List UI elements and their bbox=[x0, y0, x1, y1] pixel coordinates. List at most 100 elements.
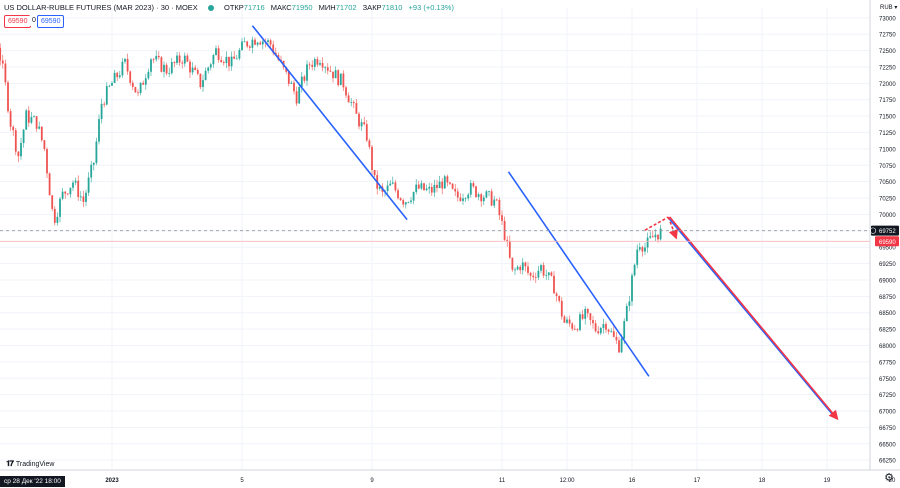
trend-line-red-4 bbox=[644, 216, 669, 231]
high-value: 71950 bbox=[291, 3, 313, 12]
price-tick-label: 67250 bbox=[879, 393, 896, 399]
low-label: МИН bbox=[318, 3, 336, 12]
candle-down bbox=[563, 316, 566, 323]
candle-down bbox=[77, 180, 80, 197]
candle-up bbox=[241, 41, 243, 51]
candle-down bbox=[594, 323, 597, 332]
candle-down bbox=[430, 186, 433, 193]
candle-down bbox=[337, 70, 340, 86]
settings-gear-icon[interactable]: ⚙ bbox=[884, 472, 894, 484]
candle-down bbox=[222, 62, 225, 64]
candle-up bbox=[415, 184, 418, 192]
price-tick-label: 66750 bbox=[879, 426, 896, 432]
price-tick-label: 72500 bbox=[879, 49, 896, 55]
candle-down bbox=[287, 71, 290, 84]
candle-up bbox=[537, 270, 540, 278]
candle-down bbox=[560, 300, 563, 317]
candle-up bbox=[412, 191, 415, 201]
candle-down bbox=[332, 71, 334, 79]
candle-up bbox=[407, 202, 410, 203]
candle-up bbox=[298, 87, 301, 104]
candle-down bbox=[4, 63, 7, 83]
candle-down bbox=[178, 55, 181, 63]
candle-up bbox=[74, 180, 77, 183]
candle-down bbox=[373, 169, 376, 176]
price-tick-label: 70750 bbox=[879, 164, 896, 170]
time-tick-label: 12:00 bbox=[559, 478, 575, 484]
candle-up bbox=[404, 202, 407, 205]
candle-up bbox=[300, 76, 303, 88]
candle-down bbox=[529, 272, 532, 276]
candle-up bbox=[644, 247, 646, 252]
price-tick-label: 67000 bbox=[879, 410, 896, 416]
candle-up bbox=[212, 55, 215, 65]
time-tick-label: 5 bbox=[240, 478, 244, 484]
open-label: ОТКР bbox=[223, 3, 244, 12]
candle-down bbox=[14, 130, 17, 152]
buy-price-button[interactable]: 69590 bbox=[37, 15, 65, 28]
candle-down bbox=[605, 323, 607, 330]
candle-up bbox=[360, 122, 363, 127]
candle-up bbox=[636, 249, 639, 265]
candle-down bbox=[269, 40, 272, 45]
candle-up bbox=[631, 275, 633, 302]
candle-up bbox=[602, 323, 605, 328]
close-value: 71810 bbox=[381, 3, 403, 12]
candle-up bbox=[168, 73, 171, 74]
price-tick-label: 69500 bbox=[879, 246, 896, 252]
candle-down bbox=[199, 73, 202, 88]
candle-down bbox=[495, 199, 498, 201]
candle-up bbox=[38, 126, 41, 129]
candle-down bbox=[508, 240, 511, 258]
chart-grid bbox=[0, 8, 893, 470]
candle-up bbox=[378, 186, 381, 189]
candle-up bbox=[163, 64, 165, 72]
price-tick-label: 68250 bbox=[879, 328, 896, 334]
candle-down bbox=[272, 44, 275, 53]
candle-up bbox=[150, 59, 152, 72]
candle-up bbox=[633, 264, 636, 276]
candle-down bbox=[43, 140, 46, 150]
candle-up bbox=[191, 67, 194, 73]
candle-up bbox=[579, 314, 581, 331]
candle-up bbox=[33, 116, 35, 118]
candle-down bbox=[363, 122, 366, 125]
price-tick-label: 70500 bbox=[879, 180, 896, 186]
candle-down bbox=[511, 257, 514, 270]
crosshair-price-label: 69752 bbox=[879, 229, 896, 235]
candle-up bbox=[98, 119, 100, 142]
candle-up bbox=[207, 67, 210, 71]
candle-up bbox=[610, 331, 613, 333]
trend-line-red-5 bbox=[667, 216, 678, 240]
candle-up bbox=[183, 55, 186, 64]
candle-up bbox=[251, 39, 254, 48]
candle-up bbox=[566, 319, 568, 323]
time-tick-label: 9 bbox=[370, 478, 374, 484]
tradingview-logo[interactable]: 𝟏𝟕 TradingView bbox=[6, 459, 54, 469]
candle-up bbox=[485, 191, 488, 198]
candle-up bbox=[147, 71, 150, 79]
time-tick-label: 19 bbox=[824, 478, 831, 484]
candle-down bbox=[573, 328, 576, 330]
trend-line-blue-1 bbox=[507, 171, 650, 377]
candle-up bbox=[493, 199, 496, 206]
time-tick-label: 20 bbox=[889, 478, 896, 484]
candle-down bbox=[233, 56, 236, 59]
candle-down bbox=[326, 67, 329, 71]
symbol-title[interactable]: US DOLLAR-RUBLE FUTURES (MAR 2023) · 30 … bbox=[4, 3, 198, 12]
candle-up bbox=[72, 182, 74, 188]
candle-up bbox=[61, 191, 64, 199]
candle-down bbox=[592, 320, 594, 324]
candle-up bbox=[477, 194, 480, 197]
add-alert-icon bbox=[869, 227, 877, 234]
price-tick-label: 66500 bbox=[879, 442, 896, 448]
candle-up bbox=[59, 198, 61, 217]
crosshair-time-label: ср 28 Дек '22 18:00 bbox=[0, 476, 65, 487]
price-tick-label: 71250 bbox=[879, 131, 896, 137]
candle-up bbox=[389, 183, 392, 186]
candle-down bbox=[618, 340, 620, 353]
candle-up bbox=[92, 162, 95, 165]
candle-down bbox=[607, 329, 610, 332]
sell-price-button[interactable]: 69590 bbox=[4, 15, 32, 28]
